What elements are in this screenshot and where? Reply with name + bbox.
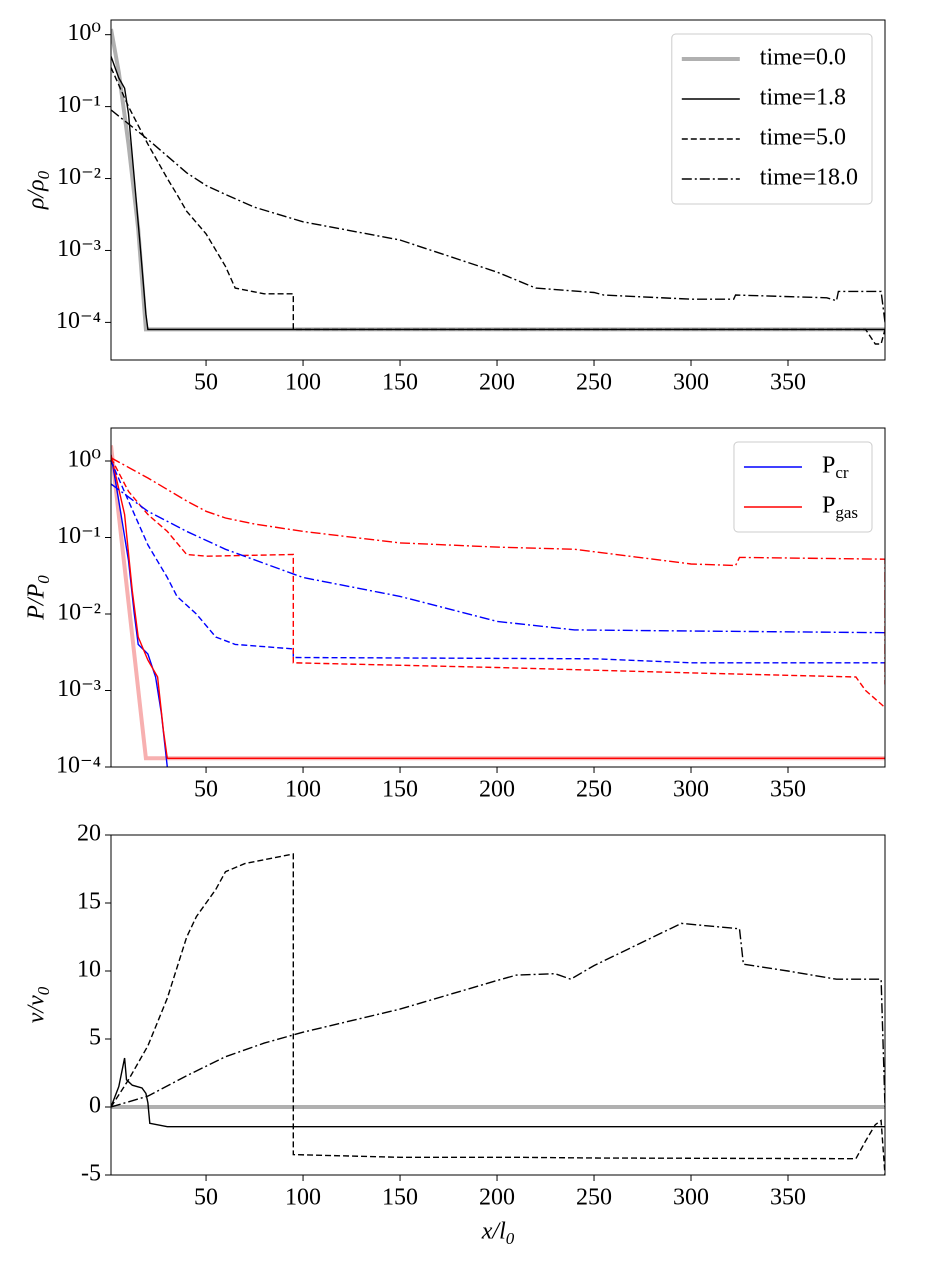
- x-tick-label: 200: [479, 370, 515, 396]
- y-axis-label: P/P0: [24, 575, 53, 621]
- x-tick-label: 50: [194, 1185, 218, 1211]
- y-axis-label: ρ/ρ0: [24, 170, 53, 210]
- x-tick-label: 350: [770, 370, 806, 396]
- x-tick-label: 50: [194, 370, 218, 396]
- x-tick-label: 100: [285, 777, 321, 803]
- x-tick-label: 200: [479, 1185, 515, 1211]
- x-tick-label: 150: [382, 1185, 418, 1211]
- x-tick-label: 100: [285, 370, 321, 396]
- y-tick-label: 0: [89, 1093, 101, 1119]
- series-line: [111, 1057, 885, 1128]
- y-axis-label: v/v0: [24, 986, 53, 1023]
- x-tick-label: 200: [479, 777, 515, 803]
- y-tick-label: 15: [77, 889, 101, 915]
- x-tick-label: 300: [673, 1185, 709, 1211]
- series-line: [111, 67, 885, 345]
- series-line: [111, 109, 885, 323]
- legend-label: time=18.0: [760, 165, 858, 191]
- series-line: [111, 457, 885, 685]
- y-tick-label: -5: [81, 1161, 101, 1187]
- legend: time=0.0 time=1.8 time=5.0 time=18.0: [671, 33, 873, 205]
- axes-frame: [110, 19, 886, 361]
- series-line: [111, 460, 885, 664]
- x-tick-label: 250: [576, 1185, 612, 1211]
- y-tick-label: 10⁻³: [57, 236, 101, 262]
- x-tick-label: 100: [285, 1185, 321, 1211]
- x-axis-label: x/l0: [481, 1219, 515, 1248]
- axes-frame: [110, 834, 886, 1176]
- legend-label: time=1.8: [760, 85, 846, 111]
- y-tick-label: 10⁻³: [57, 676, 101, 702]
- x-tick-label: 150: [382, 370, 418, 396]
- legend-label: time=0.0: [760, 45, 846, 71]
- y-tick-label: 5: [89, 1025, 101, 1051]
- x-tick-label: 350: [770, 1185, 806, 1211]
- y-tick-label: 10⁻⁴: [56, 753, 101, 779]
- x-tick-label: 250: [576, 370, 612, 396]
- y-tick-label: 10⁻¹: [57, 523, 101, 549]
- y-tick-label: 10⁻²: [57, 164, 101, 190]
- x-tick-label: 300: [673, 370, 709, 396]
- axes-frame: [110, 427, 886, 768]
- x-tick-label: 300: [673, 777, 709, 803]
- x-tick-label: 250: [576, 777, 612, 803]
- y-tick-label: 10⁻⁴: [56, 308, 101, 334]
- y-tick-label: 10⁰: [67, 20, 101, 46]
- y-tick-label: 20: [77, 821, 101, 847]
- legend-frame: [733, 441, 873, 533]
- legend-frame: [671, 33, 873, 205]
- x-tick-label: 150: [382, 777, 418, 803]
- x-tick-label: 350: [770, 777, 806, 803]
- series-line: [111, 56, 885, 331]
- series-line: [111, 483, 885, 634]
- x-tick-label: 50: [194, 777, 218, 803]
- y-tick-label: 10⁻²: [57, 599, 101, 625]
- series-line: [111, 457, 885, 709]
- series-line: [111, 454, 885, 759]
- y-tick-label: 10⁻¹: [57, 92, 101, 118]
- legend-label: time=5.0: [760, 125, 846, 151]
- y-tick-label: 10⁰: [67, 446, 101, 472]
- series-line: [111, 853, 885, 1175]
- y-tick-label: 10: [77, 957, 101, 983]
- series-line: [111, 922, 885, 1108]
